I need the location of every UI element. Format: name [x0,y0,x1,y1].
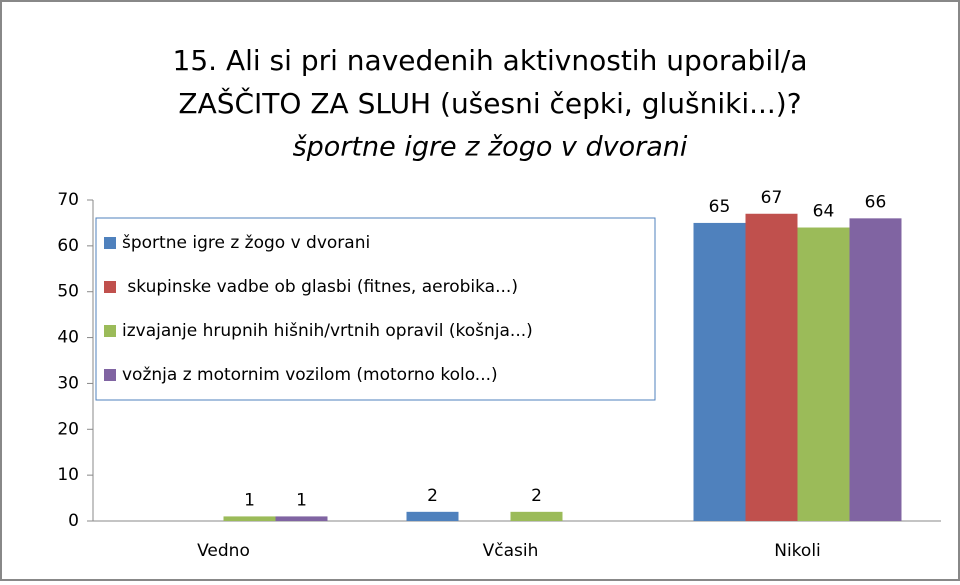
legend-label: vožnja z motornim vozilom (motorno kolo.… [122,365,498,385]
y-tick-label: 50 [57,282,79,302]
chart-title: 15. Ali si pri navedenih aktivnostih upo… [173,44,808,77]
bar [275,516,328,521]
bar [223,516,276,521]
y-tick-label: 70 [57,190,79,210]
y-tick-label: 10 [57,465,79,485]
data-label: 1 [244,490,255,510]
legend-swatch [104,237,116,249]
y-tick-label: 40 [57,328,79,348]
data-label: 2 [427,486,438,506]
y-tick-label: 20 [57,419,79,439]
legend-box [95,217,656,401]
bar [510,511,563,521]
y-tick-label: 0 [68,511,79,531]
y-tick-label: 30 [57,373,79,393]
data-label: 65 [709,197,731,217]
chart-subtitle: športne igre z žogo v dvorani [293,132,688,163]
data-label: 1 [296,490,307,510]
legend-swatch [104,281,116,293]
x-tick-label: Včasih [483,541,539,561]
data-label: 67 [761,188,783,208]
x-tick-label: Nikoli [774,541,821,561]
chart-title: ZAŠČITO ZA SLUH (ušesni čepki, glušniki.… [178,86,801,120]
bar [797,227,850,521]
data-label: 66 [865,192,887,212]
data-label: 64 [813,202,835,222]
legend-swatch [104,369,116,381]
x-tick-label: Vedno [197,541,250,561]
bar [745,213,798,521]
legend-label: športne igre z žogo v dvorani [122,233,370,253]
data-label: 2 [531,486,542,506]
legend-swatch [104,325,116,337]
y-tick-label: 60 [57,236,79,256]
legend-label: skupinske vadbe ob glasbi (fitnes, aerob… [122,277,518,297]
bar [693,222,746,521]
bar [406,511,459,521]
legend-label: izvajanje hrupnih hišnih/vrtnih opravil … [122,321,533,341]
bar [849,218,902,522]
